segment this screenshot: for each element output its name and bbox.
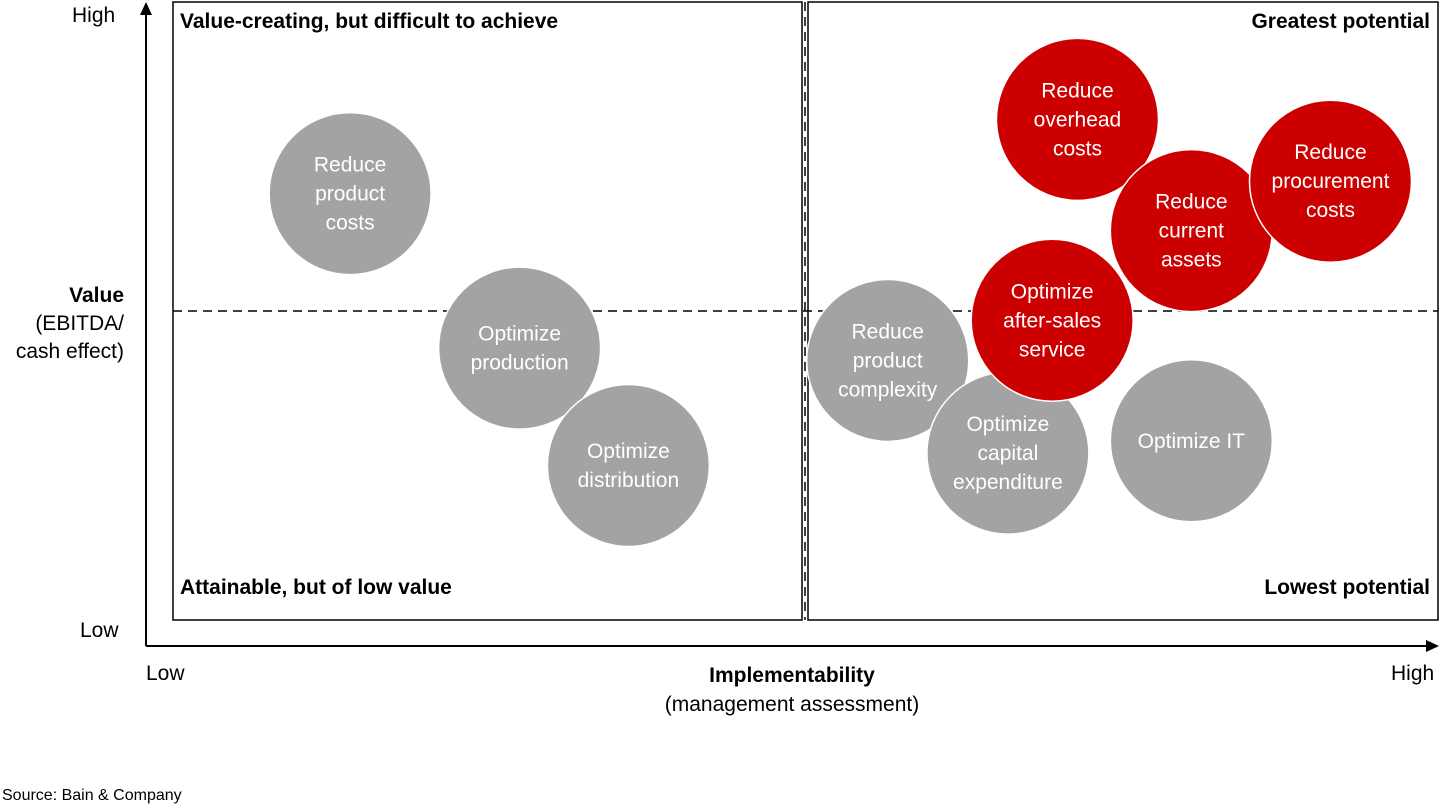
bubble-3: [805, 278, 970, 443]
y-axis-sub-1: (EBITDA/: [35, 312, 124, 335]
source-note: Source: Bain & Company: [2, 787, 182, 804]
bubble-9: [1248, 99, 1413, 263]
x-axis-label: Implementability: [709, 664, 875, 687]
bubble-label-9: Reduce procurement costs: [1272, 141, 1390, 222]
bubble-label-line: Reduce: [1041, 79, 1113, 102]
bubble-label-line: product: [853, 349, 923, 372]
bubble-5: [1109, 359, 1274, 523]
bubble-label-line: costs: [326, 212, 375, 235]
bubble-label-line: Reduce: [852, 320, 924, 343]
bubble-label-line: costs: [1306, 199, 1355, 222]
bubble-label-line: complexity: [838, 378, 938, 401]
bubble-label-8: Reduce current assets: [1155, 191, 1227, 272]
quadrant-label-bottom-right: Lowest potential: [1264, 576, 1430, 599]
y-tick-low: Low: [80, 619, 119, 642]
bubble-label-line: costs: [1053, 137, 1102, 160]
x-axis-sub: (management assessment): [664, 693, 920, 716]
bubble-label-line: overhead: [1034, 108, 1122, 131]
bubble-label-line: expenditure: [953, 471, 1063, 494]
bubble-label-0: Reduce product costs: [314, 154, 386, 235]
bubble-label-line: Reduce: [314, 154, 386, 177]
bubble-label-line: Optimize: [1011, 280, 1094, 303]
bubble-label-line: Optimize: [966, 413, 1049, 436]
bubble-label-1: Optimize production: [471, 323, 569, 375]
bubble-label-line: procurement: [1272, 170, 1390, 193]
bubble-label-line: Optimize IT: [1138, 430, 1246, 453]
bubble-label-line: service: [1019, 338, 1086, 361]
bubble-label-5: Optimize IT: [1138, 430, 1246, 453]
y-axis-label: Value: [69, 284, 124, 307]
bubble-label-2: Optimize distribution: [578, 440, 680, 492]
bubble-label-4: Optimize capital expenditure: [953, 413, 1063, 494]
bubble-label-3: Reduce product complexity: [838, 320, 938, 401]
bubble-label-line: Optimize: [587, 440, 670, 463]
quadrant-label-bottom-left: Attainable, but of low value: [180, 576, 452, 599]
bubble-label-7: Reduce overhead costs: [1034, 79, 1122, 160]
x-axis-title: Implementability (management assessment): [642, 661, 942, 719]
y-axis-arrow: [140, 2, 152, 15]
bubble-label-line: Reduce: [1155, 191, 1227, 214]
x-axis-arrow: [1426, 640, 1439, 652]
bubble-label-line: capital: [978, 442, 1039, 465]
bubble-0: [268, 111, 432, 276]
bubble-label-line: current: [1159, 220, 1225, 243]
bubble-label-line: product: [315, 183, 385, 206]
bubble-label-6: Optimize after-sales service: [1003, 280, 1101, 361]
y-tick-high: High: [72, 4, 116, 27]
bubble-label-line: after-sales: [1003, 309, 1101, 332]
bubble-label-line: Optimize: [478, 323, 561, 346]
bubble-label-line: distribution: [578, 469, 680, 492]
quadrant-label-top-right: Greatest potential: [1251, 10, 1430, 33]
bubble-label-line: production: [471, 352, 569, 375]
bubble-2: [546, 383, 711, 548]
x-tick-high: High: [1391, 662, 1435, 685]
y-axis-sub-2: cash effect): [15, 340, 124, 363]
bubble-label-line: Reduce: [1294, 141, 1366, 164]
bubble-6: [970, 238, 1134, 403]
y-axis-title: Value (EBITDA/ cash effect): [16, 282, 124, 366]
bubble-label-line: assets: [1161, 249, 1222, 272]
bubble-7: [995, 37, 1160, 202]
quadrant-label-top-left: Value-creating, but difficult to achieve: [180, 10, 559, 33]
bubble-1: [437, 266, 602, 430]
x-tick-low: Low: [146, 662, 185, 685]
